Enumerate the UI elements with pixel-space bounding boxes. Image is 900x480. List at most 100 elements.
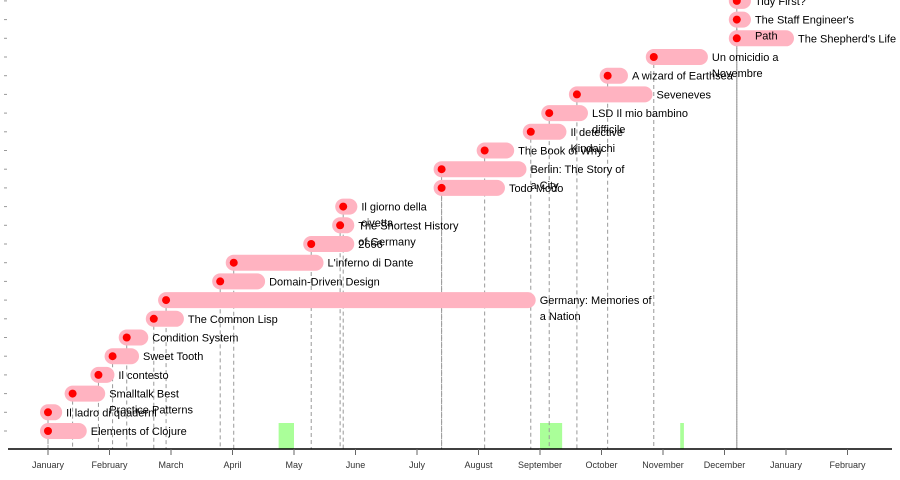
book-label: Il ladro di quaderni [66,407,157,419]
book-start-dot [732,34,741,43]
book-bar [476,142,515,159]
book-start-dot [68,389,77,398]
book-label: Domain-Driven Design [269,276,380,288]
book-start-dot [44,408,52,417]
book-bar [541,105,588,122]
book-label: Germany: Memories of a Nation [540,295,653,323]
book-bar [225,254,324,271]
book-label-line: The Shepherd's Life [798,33,896,45]
book-start-dot [229,258,238,267]
book-bars [40,0,794,439]
book-bar [568,86,653,103]
x-tick-label: January [32,460,65,470]
book-label: A wizard of Earthsea [632,71,734,83]
book-label-line: Un omicidio a [712,52,780,64]
book-bar [303,236,355,252]
book-start-dot [649,53,658,61]
book-label-line: Il giorno della [361,202,427,214]
book-label: Berlin: The Story of a City [530,164,625,192]
book-label-line: Smalltalk Best [109,389,179,401]
x-tick-label: September [518,460,562,470]
book-bar [599,67,628,84]
book-label-line: The Book of Why [518,146,603,158]
book-label: Condition System [152,333,238,345]
book-start-dot [44,427,52,435]
highlight-band [680,423,684,449]
book-label-line: Germany: Memories of [540,295,653,307]
book-label-line: Condition System [152,333,238,345]
book-start-dot [307,240,316,248]
book-bar [433,179,505,196]
book-label-line: Il ladro di quaderni [66,407,157,419]
book-start-dot [162,296,171,305]
book-label: Il giorno della civetta [361,202,427,230]
book-label-line: 2666 [358,239,382,251]
book-bar [158,292,536,309]
book-start-dot [216,277,225,286]
book-start-dot [122,333,131,342]
x-tick-label: January [770,460,803,470]
book-bar [145,310,184,327]
x-tick-label: December [704,460,746,470]
book-label: Todo Modo [509,183,563,195]
x-tick-label: August [464,460,493,470]
x-tick-label: October [585,460,617,470]
book-label: Seveneves [657,89,712,101]
book-start-dot [603,71,612,80]
book-label-line: The Staff Engineer's [755,15,855,27]
book-start-dot [480,146,489,155]
highlight-band [540,423,563,449]
book-start-dot [336,221,345,230]
book-start-dot [526,127,535,136]
book-bar [104,348,140,365]
book-label: The Shepherd's Life [798,33,896,45]
book-bar [64,385,106,402]
book-bar [118,329,149,346]
book-label: Il contesto [118,370,168,382]
x-tick-label: June [346,460,366,470]
highlight-band [278,423,294,449]
x-tick-label: November [642,460,684,470]
book-label: The Staff Engineer's Path [755,15,855,43]
book-label: 2666 [358,239,382,251]
book-start-dot [94,370,103,379]
book-label-line: Elements of Clojure [91,426,187,438]
book-start-dot [732,15,741,24]
book-label-line: Il detective [570,127,623,139]
left-axis-ticks [4,0,7,432]
book-start-dot [572,90,581,99]
book-label-line: Kindaichi [570,143,615,155]
book-label: Sweet Tooth [143,351,203,363]
book-bar [212,273,266,290]
book-bar [728,30,794,47]
book-label-line: The Common Lisp [188,314,278,326]
book-label-line: LSD Il mio bambino [592,108,688,120]
book-label-line: Sweet Tooth [143,351,203,363]
book-bar [645,49,708,65]
book-bar [40,423,87,439]
book-start-dot [149,314,158,323]
book-label: Il detective Kindaichi [570,127,623,155]
book-label-line: civetta [361,218,394,230]
book-start-dot [545,109,554,118]
x-tick-label: March [158,460,183,470]
book-label: LSD Il mio bambino difficile [592,108,688,136]
book-label-line: a City [530,180,559,192]
book-label: Tidy First? [755,0,806,8]
x-tick-label: July [409,460,426,470]
highlight-bands [278,423,684,449]
book-bar [433,161,527,178]
book-label-line: The Shortest History [358,220,459,232]
book-start-dot [339,202,348,211]
book-start-dot [437,165,446,174]
book-label-line: difficile [592,124,625,136]
book-label: The Shortest History of Germany [358,220,459,248]
x-tick-label: February [91,460,128,470]
book-label-line: Path [755,31,778,43]
x-tick-label: April [223,460,241,470]
x-tick-label: May [285,460,303,470]
book-label-line: L'inferno di Dante [328,258,414,270]
book-label: Smalltalk Best Practice Patterns [109,389,193,417]
x-tick-label: February [829,460,866,470]
